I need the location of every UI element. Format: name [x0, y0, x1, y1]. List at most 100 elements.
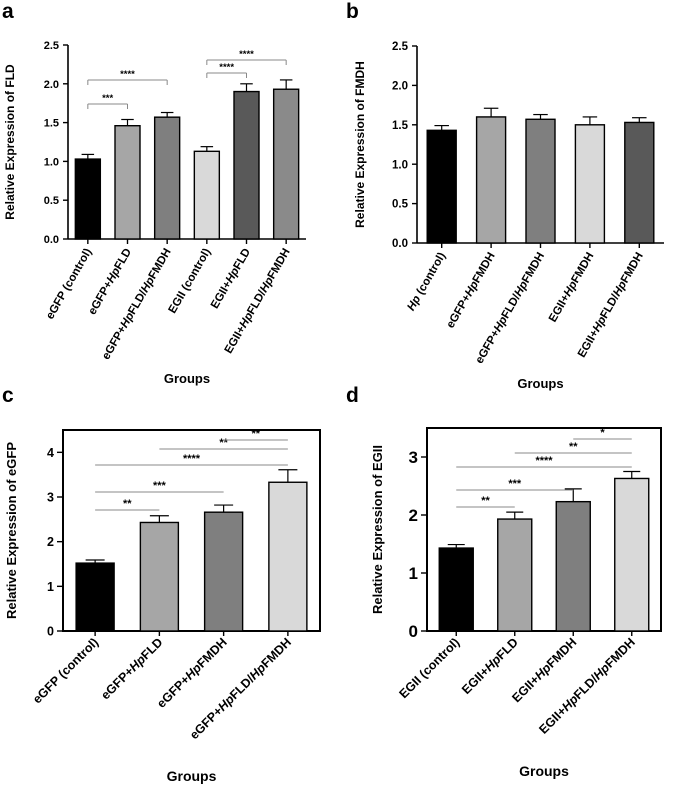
bar-1 [438, 547, 474, 632]
y-tick-label: 2 [409, 506, 418, 525]
category-label-part: eGFP+ [445, 292, 474, 330]
plot-frame [62, 429, 321, 632]
category-label: eGFP+HpFLD/HpFMDH [100, 247, 174, 362]
bar-1 [426, 129, 457, 244]
bar-3 [153, 116, 181, 240]
bar-1 [75, 562, 115, 632]
y-tick-label: 1.0 [44, 156, 59, 168]
category-label-part: EGII (control) [167, 246, 214, 315]
y-axis-title: Relative Expression of FLD [3, 64, 17, 220]
bar-3 [525, 118, 556, 244]
significance-label: **** [239, 49, 254, 60]
panel-d: d 0 1 2 3 Relative Expression of EGII EGII (co… [346, 384, 662, 779]
y-tick-label: 3 [47, 491, 54, 505]
significance-label: **** [219, 62, 234, 73]
category-label-part: FMDH [602, 635, 637, 670]
category-label-part: FMDH [471, 251, 498, 286]
bar-2 [139, 521, 180, 632]
bar-4 [193, 150, 221, 240]
category-label: EGII+HpFLD [209, 247, 253, 311]
category-label: EGII (control) [396, 635, 462, 701]
y-tick-label: 0.5 [44, 195, 59, 207]
significance-label: ** [123, 498, 132, 510]
y-tick-label: 1.5 [44, 118, 59, 130]
panel-letter: d [346, 384, 359, 407]
category-label: EGII+HpFLD/HpFMDH [536, 635, 638, 737]
significance-label: *** [153, 480, 167, 492]
panel-letter: c [2, 384, 14, 407]
category-label: eGFP (control) [30, 635, 101, 706]
category-label: eGFP+HpFMDH [154, 635, 229, 710]
y-tick-label: 1 [47, 580, 54, 594]
x-axis-title: Groups [167, 768, 217, 784]
plot-frame [426, 427, 662, 632]
significance-label: *** [508, 478, 522, 490]
bar-3 [203, 511, 244, 632]
x-axis-title: Groups [519, 763, 569, 779]
category-label-part: (control) [413, 250, 448, 299]
category-label-part: eGFP+ [154, 673, 192, 711]
category-label-part: FLD [113, 247, 135, 272]
category-label-part: eGFP+ [187, 704, 225, 742]
significance-label: ** [219, 437, 228, 449]
y-tick-label: 0.0 [392, 238, 408, 250]
significance-label: ** [251, 428, 260, 440]
category-label: eGFP+HpFMDH [445, 251, 498, 331]
y-tick-label: 2.5 [44, 40, 59, 52]
category-label-part: EGII (control) [396, 635, 462, 701]
category-label-part: FLD [232, 247, 254, 272]
y-tick-label: 0 [47, 625, 54, 639]
panel-a: a 0.0 0.5 1.0 1.5 2.0 2.5 Relative Expression o… [2, 0, 306, 386]
x-axis-title: Groups [164, 371, 210, 386]
significance-label: **** [120, 69, 135, 80]
category-label-part: FMDH [520, 251, 547, 286]
y-tick-label: 3 [409, 448, 418, 467]
category-label: Hp (control) [405, 250, 448, 313]
category-label-part: eGFP (control) [30, 635, 101, 706]
bar-1 [74, 158, 102, 240]
category-label-part: eGFP+ [474, 328, 503, 366]
y-tick-label: 1.0 [392, 159, 408, 171]
bar-4 [614, 477, 650, 632]
significance-label: *** [102, 93, 113, 104]
bar-2 [114, 125, 141, 240]
category-label-part: FMDH [619, 251, 646, 286]
category-label-part: eGFP+ [86, 279, 115, 317]
significance-label: * [600, 427, 605, 439]
bar-5 [624, 121, 655, 244]
category-label: EGII+HpFMDH [547, 251, 597, 325]
y-tick-label: 0 [409, 622, 418, 641]
y-tick-label: 4 [47, 446, 54, 460]
y-tick-label: 2.0 [44, 79, 59, 91]
y-axis-title: Relative Expression of eGFP [4, 442, 19, 619]
category-label: EGII+HpFLD [459, 635, 521, 697]
significance-label: **** [535, 455, 553, 467]
category-label-part: FMDH [259, 635, 294, 670]
category-label-part: eGFP+ [98, 664, 136, 702]
category-label: eGFP+HpFLD [86, 247, 134, 317]
bar-2 [497, 518, 533, 632]
bar-3 [555, 500, 591, 632]
category-label-part: eGFP+ [100, 324, 129, 362]
y-tick-label: 2.0 [392, 81, 408, 93]
y-tick-label: 2.5 [392, 41, 409, 53]
category-label-part: FMDH [266, 247, 293, 282]
panel-letter: b [346, 0, 359, 23]
panel-b: b 0.0 0.5 1.0 1.5 2.0 2.5 Relative Expression o… [346, 0, 664, 391]
category-label-part: FMDH [544, 635, 579, 670]
y-tick-label: 1.5 [392, 120, 409, 132]
category-label: eGFP+HpFLD [98, 635, 165, 702]
significance-label: ** [481, 495, 490, 507]
y-tick-label: 0.5 [392, 199, 409, 211]
category-label-part: FMDH [147, 247, 174, 282]
bar-4 [268, 481, 308, 632]
panel-letter: a [2, 0, 14, 23]
significance-label: **** [183, 453, 201, 465]
category-label-part: FMDH [194, 635, 229, 670]
bar-4 [574, 124, 606, 244]
y-tick-label: 1 [409, 564, 418, 583]
bar-5 [233, 90, 260, 240]
x-axis-title: Groups [517, 376, 563, 391]
y-tick-label: 2 [47, 535, 54, 549]
